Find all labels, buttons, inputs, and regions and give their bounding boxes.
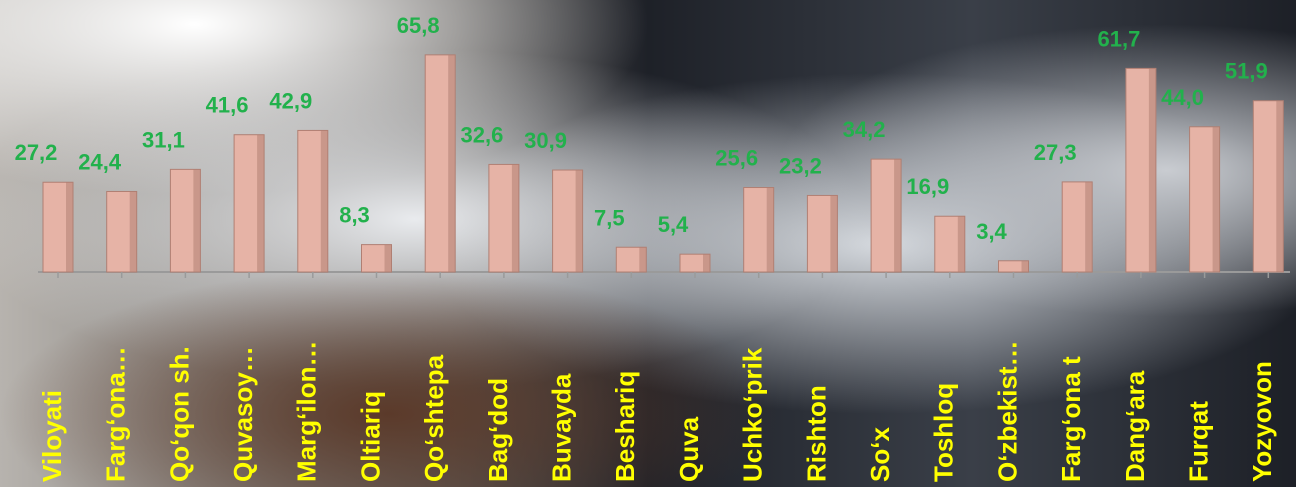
bar-shade-12 <box>766 187 774 272</box>
bar-shade-2 <box>129 191 137 272</box>
bar-shade-3 <box>193 169 201 272</box>
bar-shade-6 <box>384 244 392 272</box>
value-label-19: 44,0 <box>1161 85 1204 110</box>
value-label-3: 31,1 <box>142 127 185 152</box>
bar-shade-17 <box>1085 181 1093 272</box>
value-label-11: 5,4 <box>658 212 689 237</box>
bar-shade-7 <box>448 54 456 272</box>
category-label-8: Bag‘dod <box>483 378 513 482</box>
value-label-12: 25,6 <box>715 146 758 171</box>
value-label-2: 24,4 <box>78 149 122 174</box>
value-label-18: 61,7 <box>1097 26 1140 51</box>
category-label-3: Qo‘qon sh. <box>164 346 194 482</box>
bar-shade-16 <box>1021 260 1029 272</box>
category-label-15: Toshloq <box>929 383 959 482</box>
bar-shade-1 <box>66 182 73 272</box>
value-label-1: 27,2 <box>15 140 58 165</box>
bar-shade-20 <box>1276 100 1284 272</box>
value-label-15: 16,9 <box>906 174 949 199</box>
value-label-10: 7,5 <box>594 205 625 230</box>
category-label-11: Quva <box>674 416 704 482</box>
bar-shade-13 <box>830 195 838 272</box>
bar-shade-11 <box>703 254 710 272</box>
value-label-6: 8,3 <box>339 203 370 228</box>
category-label-13: Rishton <box>801 385 831 482</box>
bar-shade-8 <box>511 164 519 272</box>
category-label-18: Dang‘ara <box>1120 370 1150 482</box>
value-label-5: 42,9 <box>269 88 312 113</box>
category-label-6: Oltiariq <box>355 391 385 482</box>
category-label-2: Farg‘ona… <box>101 346 131 482</box>
category-label-19: Furqat <box>1183 401 1213 482</box>
bar-shade-5 <box>320 130 328 272</box>
category-label-12: Uchko‘prik <box>738 347 768 482</box>
value-label-14: 34,2 <box>843 117 886 142</box>
bar-shade-19 <box>1212 126 1220 272</box>
bar-shade-18 <box>1148 68 1156 272</box>
category-label-14: So‘x <box>865 427 895 482</box>
value-label-13: 23,2 <box>779 153 822 178</box>
bar-shade-4 <box>257 134 265 272</box>
category-label-20: Yozyovon <box>1247 361 1277 482</box>
category-label-5: Marg‘ilon… <box>292 340 322 482</box>
value-label-9: 30,9 <box>524 128 567 153</box>
bar-shade-9 <box>575 170 583 272</box>
category-label-9: Buvayda <box>546 373 576 482</box>
bar-shade-15 <box>957 216 965 272</box>
category-label-17: Farg‘ona t <box>1056 356 1086 482</box>
bar-shade-10 <box>639 247 647 272</box>
category-label-10: Beshariq <box>610 371 640 482</box>
category-label-16: O‘zbekist… <box>992 340 1022 482</box>
bar-shade-14 <box>894 159 902 272</box>
value-label-16: 3,4 <box>976 219 1007 244</box>
category-label-1: Viloyati <box>37 390 67 482</box>
value-label-17: 27,3 <box>1034 140 1077 165</box>
value-label-8: 32,6 <box>460 122 503 147</box>
value-label-7: 65,8 <box>397 13 440 38</box>
value-label-4: 41,6 <box>206 93 249 118</box>
category-label-4: Quvasoy… <box>228 346 258 482</box>
value-label-20: 51,9 <box>1225 59 1268 84</box>
category-label-7: Qo‘shtepa <box>419 354 449 482</box>
